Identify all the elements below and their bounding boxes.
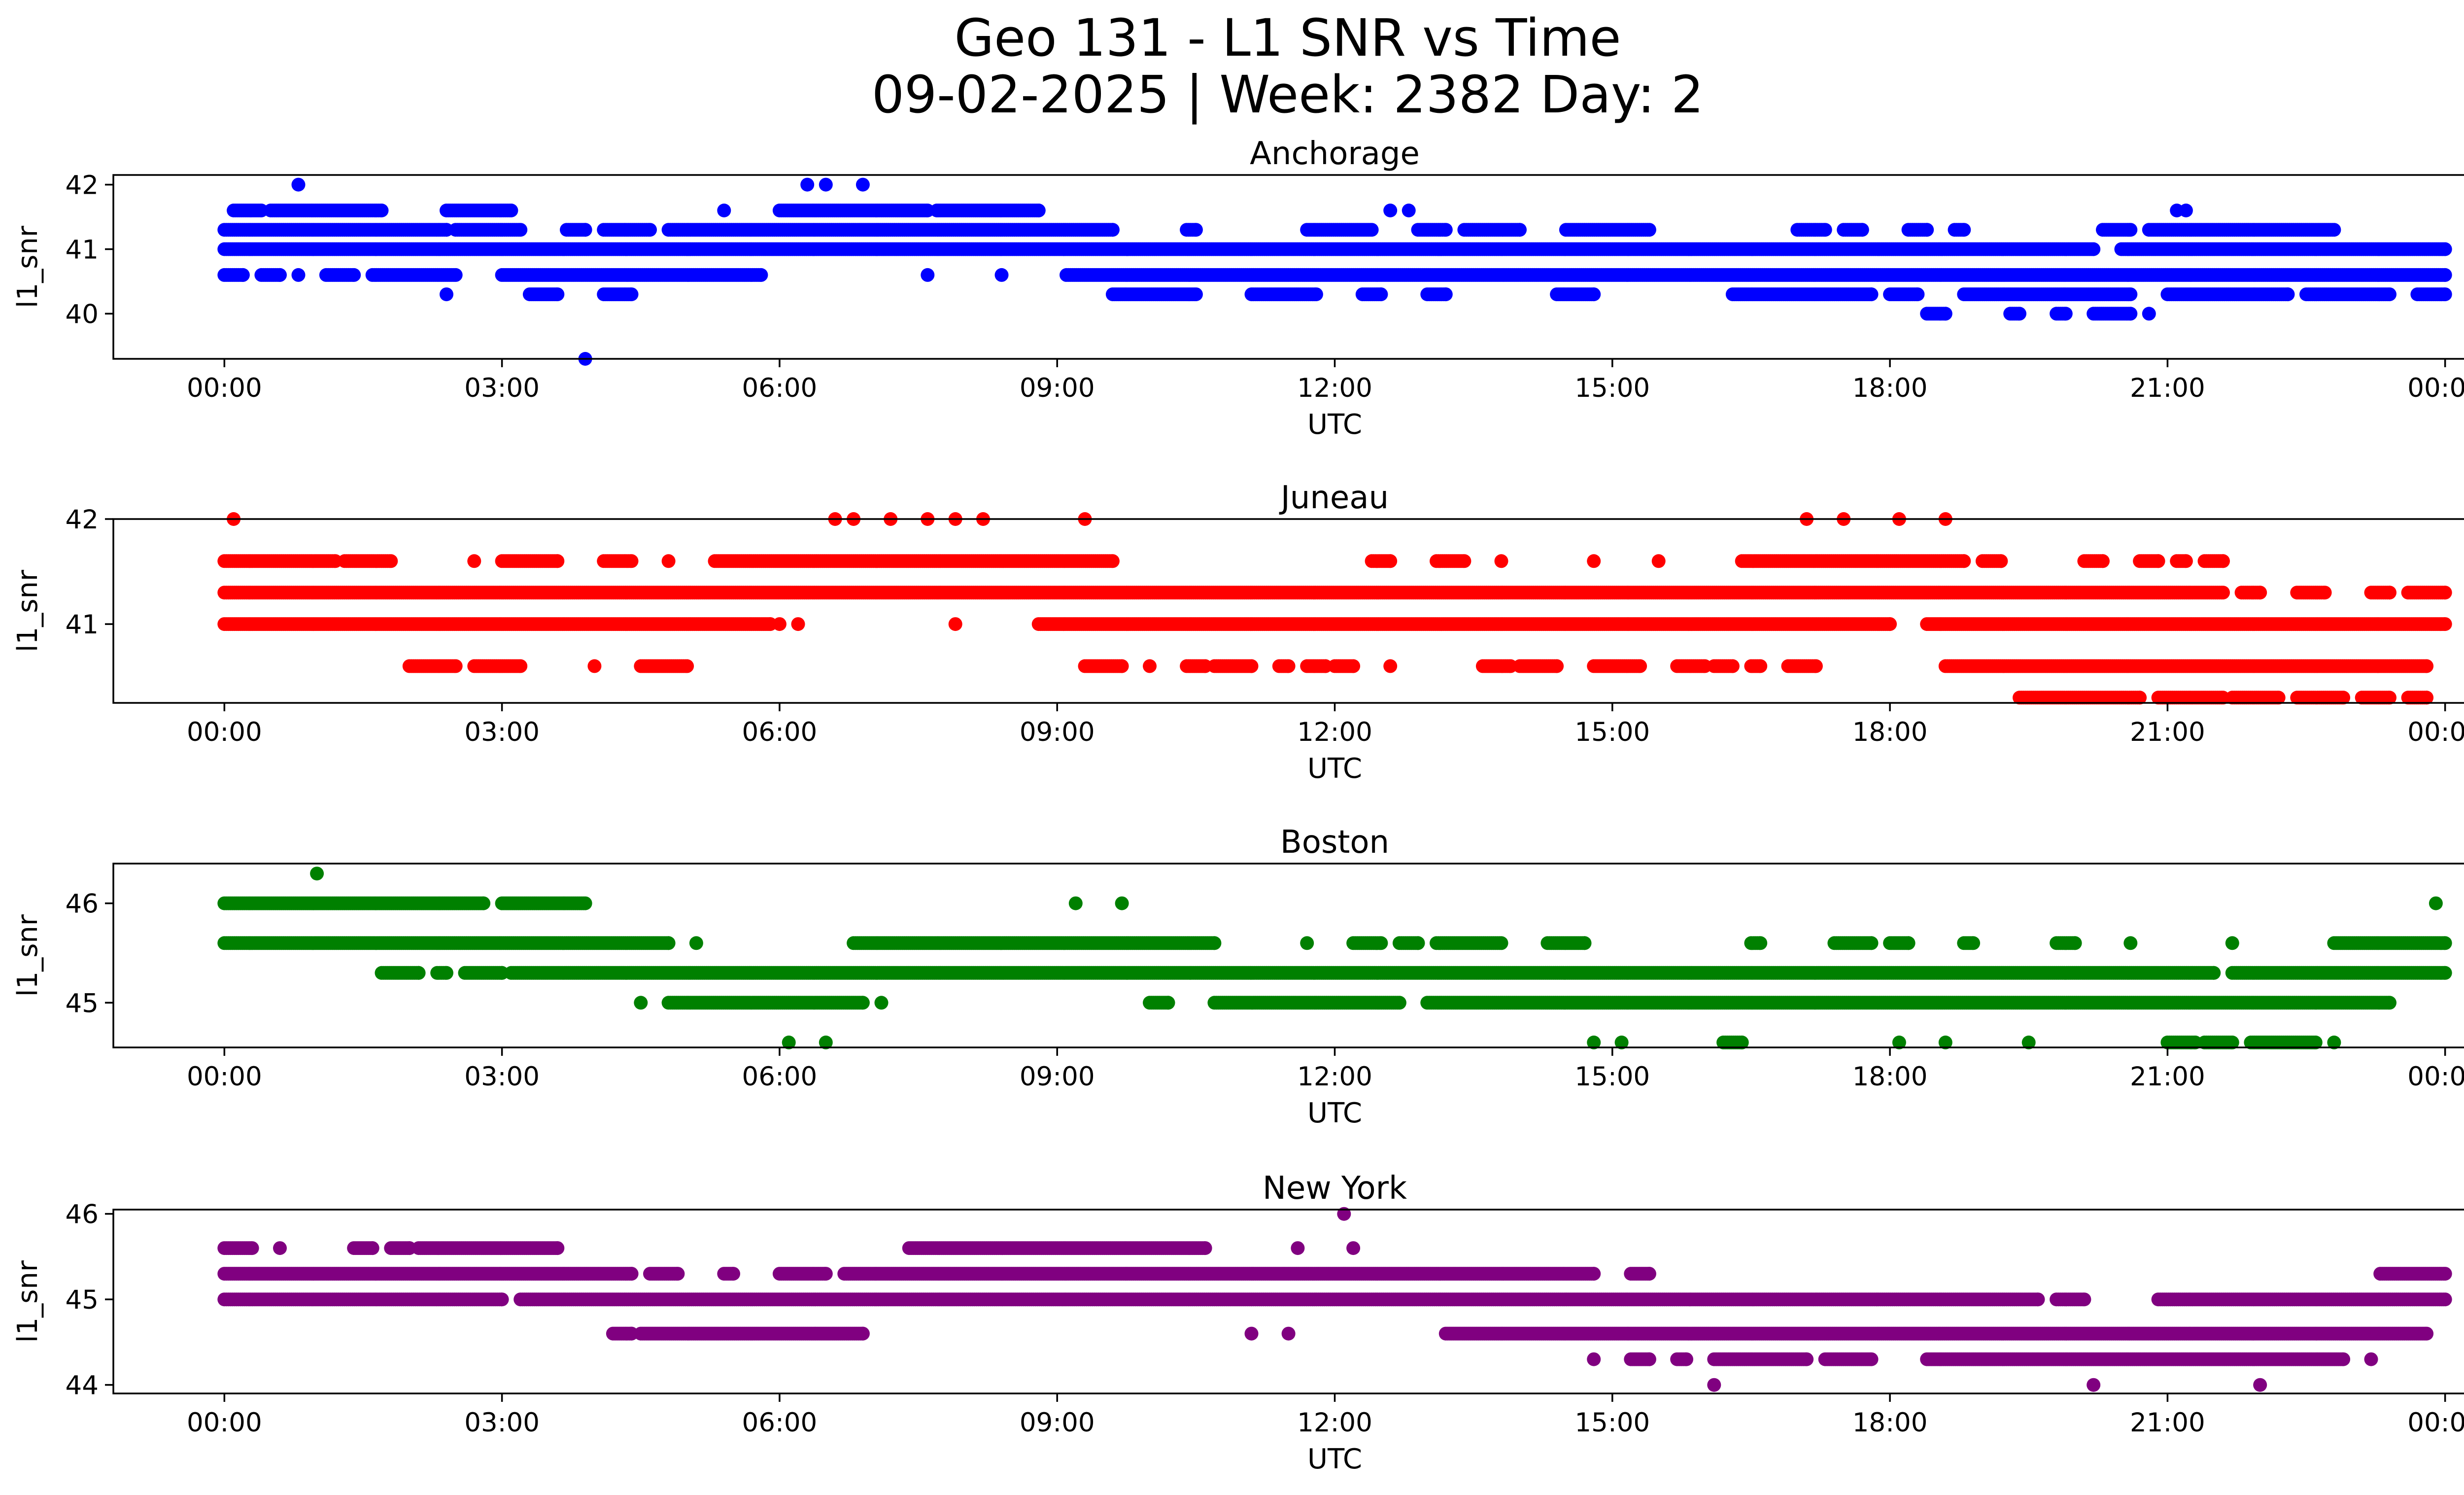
data-point <box>624 287 639 302</box>
data-point <box>1818 223 1832 237</box>
data-point <box>1587 287 1601 302</box>
data-point <box>2123 307 2138 321</box>
data-point <box>791 617 805 631</box>
data-point <box>2318 586 2332 600</box>
data-point <box>2327 223 2341 237</box>
data-point <box>994 268 1009 282</box>
data-point <box>1365 223 1379 237</box>
data-point <box>1189 287 1203 302</box>
y-tick-label: 42 <box>66 171 99 201</box>
data-point <box>1642 223 1656 237</box>
data-point <box>1938 307 1952 321</box>
data-point <box>375 204 389 217</box>
data-point <box>578 223 592 237</box>
data-point <box>1374 287 1388 302</box>
x-axis-label: UTC <box>1307 409 1362 441</box>
data-point <box>2179 204 2193 217</box>
subplot-anchorage: Anchorage 00:00 03:00 06:00 09:00 12:00 15:00 1… <box>12 136 2464 441</box>
y-tick-label: 40 <box>66 299 99 329</box>
data-point <box>550 287 565 302</box>
x-tick-label: 00:00 <box>187 373 262 403</box>
x-tick-label: 06:00 <box>742 373 818 403</box>
data-point <box>2253 586 2267 600</box>
data-point <box>1513 223 1527 237</box>
data-point <box>856 177 870 192</box>
subplot-title: Anchorage <box>1250 136 1420 172</box>
data-point <box>448 268 463 282</box>
data-point <box>1957 223 1971 237</box>
x-tick-label: 15:00 <box>1574 373 1650 403</box>
data-point <box>643 223 657 237</box>
data-point <box>717 204 731 217</box>
data-point <box>1920 223 1934 237</box>
data-point <box>1438 287 1453 302</box>
y-tick-label: 41 <box>66 235 99 265</box>
data-point <box>2438 586 2452 600</box>
x-tick-label: 03:00 <box>464 373 540 403</box>
data-point <box>2383 586 2396 600</box>
data-point <box>2438 287 2452 302</box>
x-tick-label: 09:00 <box>1020 373 1095 403</box>
data-point <box>2216 586 2230 600</box>
data-point <box>2438 268 2452 282</box>
data-point <box>291 268 306 282</box>
data-point <box>440 287 453 302</box>
data-point <box>2123 287 2138 302</box>
data-point <box>1402 204 1416 217</box>
x-tick-label: 12:00 <box>1297 373 1372 403</box>
data-point <box>2438 242 2452 256</box>
data-point <box>2058 307 2073 321</box>
data-point <box>1383 204 1398 217</box>
data-point <box>347 268 361 282</box>
data-point <box>1864 287 1879 302</box>
data-point <box>1105 223 1120 237</box>
data-point <box>504 204 518 217</box>
data-point <box>1031 204 1046 217</box>
data-point <box>2013 307 2026 321</box>
data-point <box>1309 287 1323 302</box>
data-point <box>2383 287 2396 302</box>
data-point <box>921 268 935 282</box>
data-point <box>2123 223 2138 237</box>
x-tick-label: 18:00 <box>1852 373 1928 403</box>
data-point <box>800 177 815 192</box>
data-point <box>291 177 306 192</box>
y-axis-label: l1_snr <box>12 225 44 308</box>
data-point <box>236 268 250 282</box>
data-point <box>2281 287 2295 302</box>
axes-frame <box>112 174 2464 360</box>
x-tick-label: 00:00 <box>2407 373 2464 403</box>
data-point <box>2142 307 2156 321</box>
chart-title: Geo 131 - L1 SNR vs Time <box>954 8 1621 68</box>
data-series-anchorage <box>217 177 2452 366</box>
data-point <box>513 223 528 237</box>
subplot-title: Juneau <box>1279 480 1389 516</box>
chart-subtitle: 09-02-2025 | Week: 2382 Day: 2 <box>872 65 1704 125</box>
data-point <box>1855 223 1869 237</box>
data-point <box>273 268 287 282</box>
data-point <box>1438 223 1453 237</box>
data-point <box>1911 287 1925 302</box>
data-point <box>754 268 768 282</box>
data-point <box>1189 223 1203 237</box>
data-point <box>2087 242 2101 256</box>
x-tick-label: 21:00 <box>2130 373 2205 403</box>
data-point <box>819 177 833 192</box>
data-series-juneau <box>217 512 2452 705</box>
